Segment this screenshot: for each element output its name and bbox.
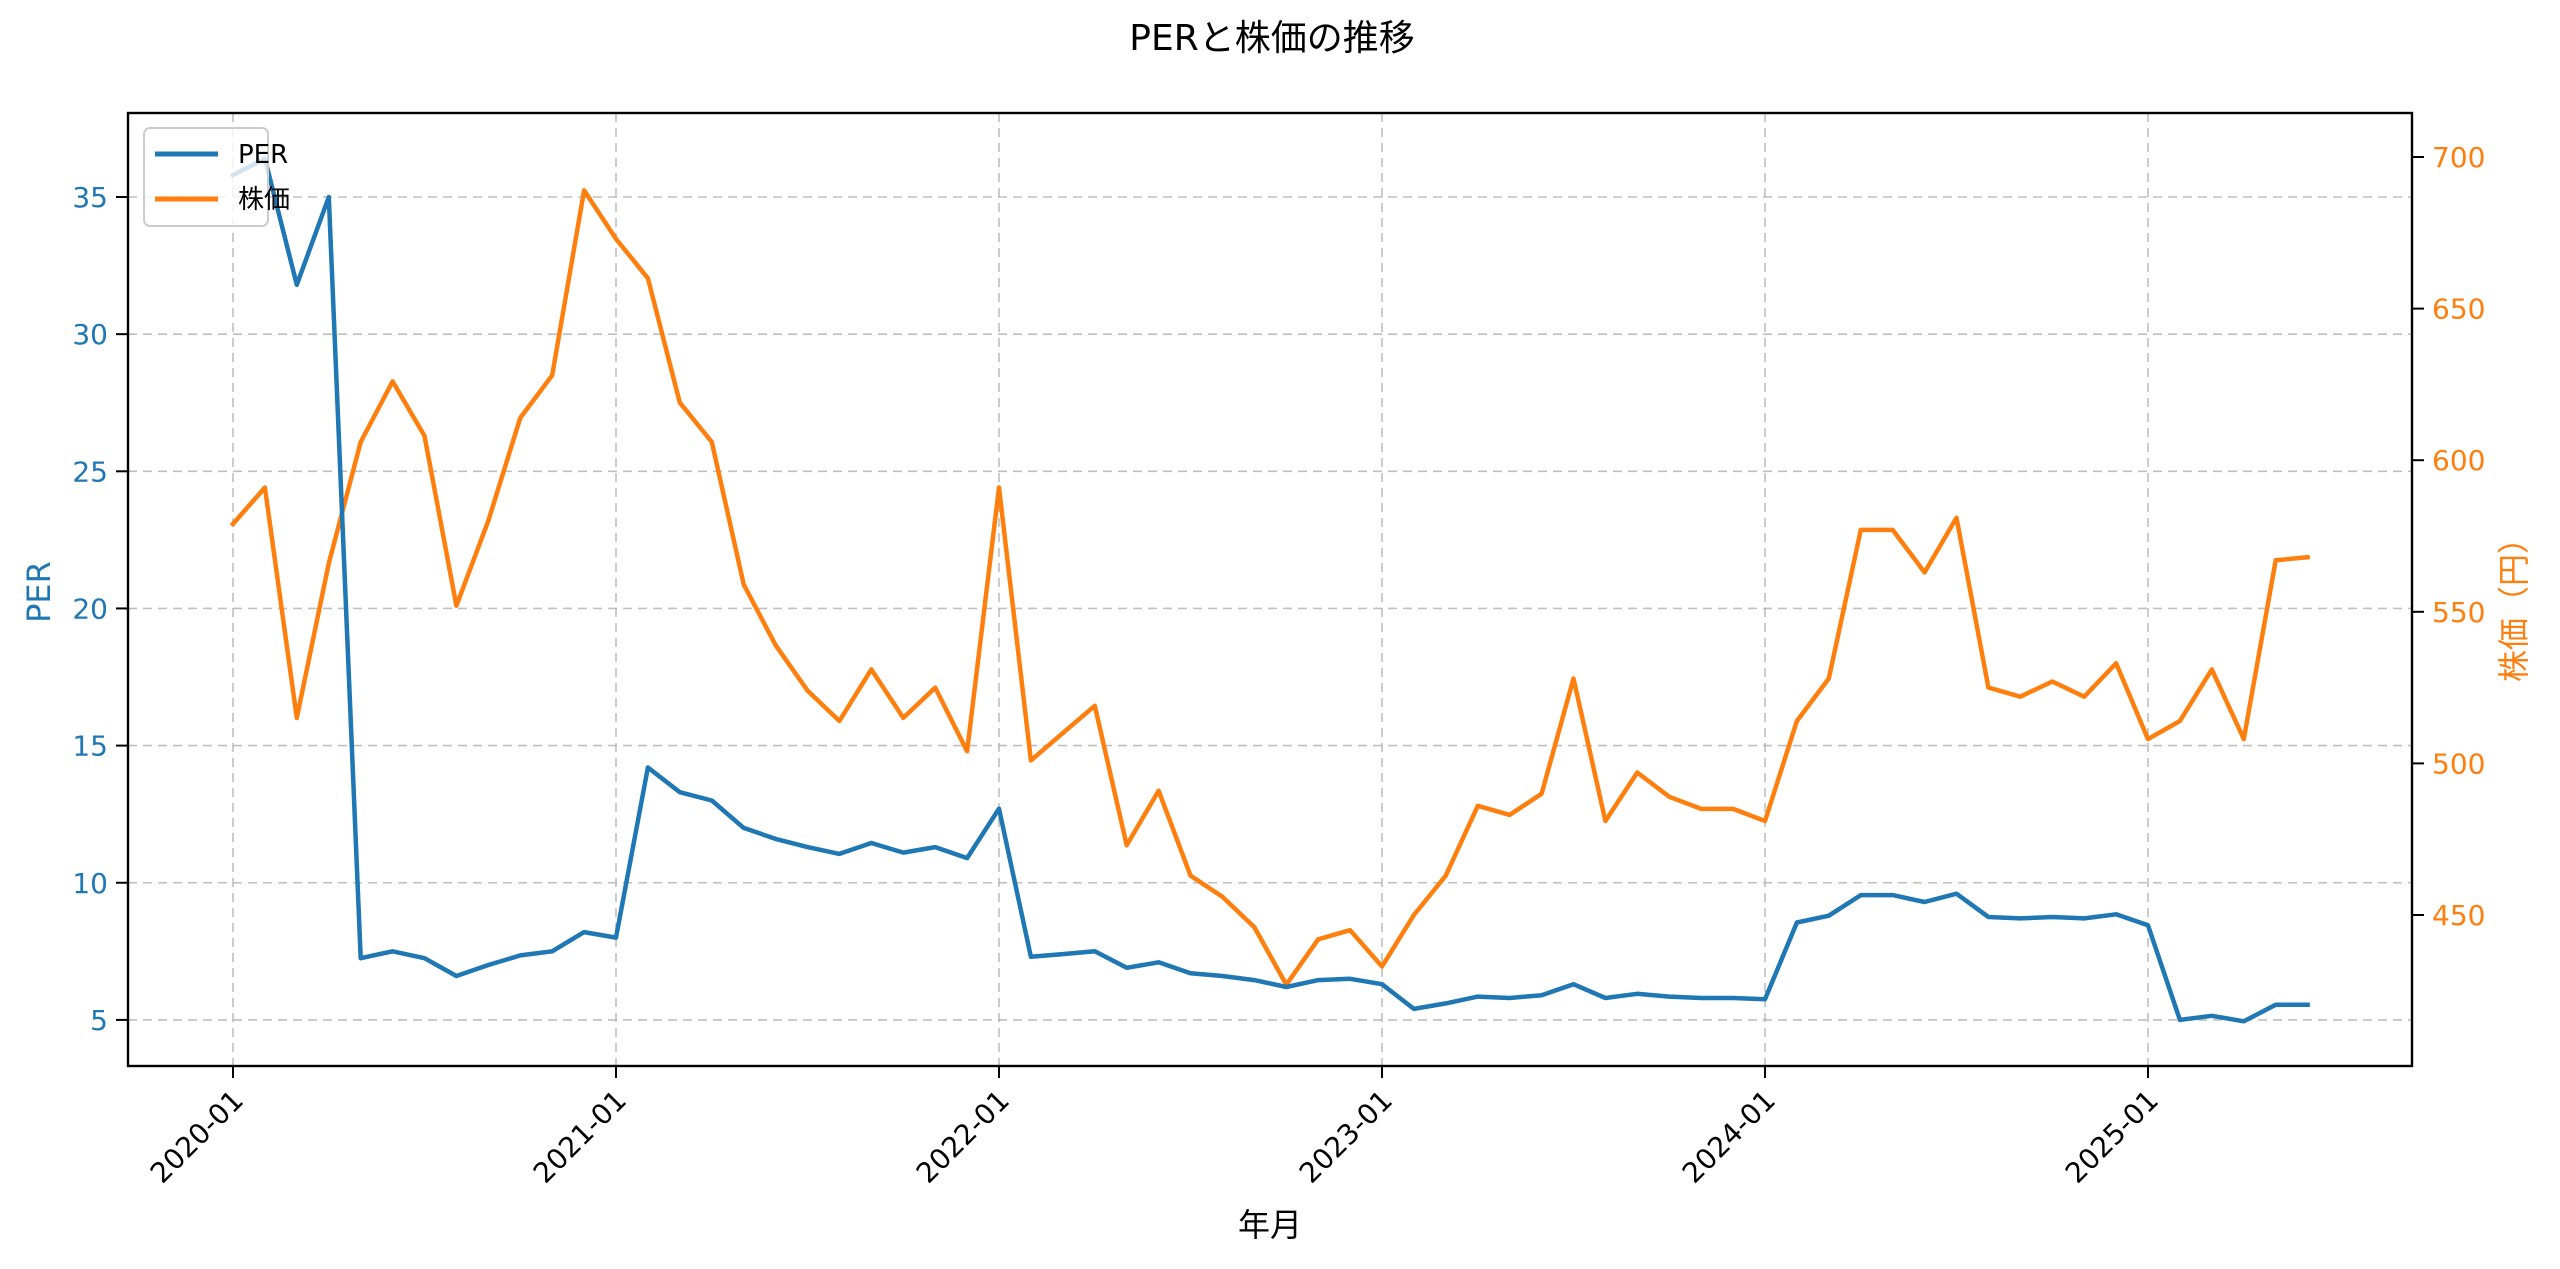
tick-label-left: 35	[72, 181, 108, 214]
price-line	[229, 188, 2311, 987]
grid-lines	[128, 113, 2412, 1066]
legend-label-price: 株価	[238, 185, 290, 215]
tick-label-x: 2021-01	[527, 1084, 633, 1190]
tick-label-x: 2022-01	[910, 1084, 1016, 1190]
tick-label-right: 600	[2432, 444, 2485, 477]
tick-label-left: 25	[72, 455, 108, 488]
chart-title: PERと株価の推移	[1129, 18, 1414, 59]
tick-label-right: 450	[2432, 899, 2485, 932]
tick-label-left: 5	[90, 1004, 108, 1037]
tick-label-x: 2025-01	[2059, 1084, 2165, 1190]
tick-label-left: 30	[72, 318, 108, 351]
plot-frame	[126, 111, 2414, 1068]
tick-label-right: 500	[2432, 747, 2485, 780]
tick-label-left: 15	[72, 730, 108, 763]
left-axis-ticks: 5 10 15 20 25 30 35	[72, 181, 128, 1037]
legend: PER 株価	[143, 127, 290, 227]
right-axis-ticks: 450 500 550 600 650 700	[2412, 141, 2485, 932]
tick-label-x: 2024-01	[1676, 1084, 1782, 1190]
y-axis-label-right: 株価（円）	[2495, 522, 2533, 682]
legend-label-per: PER	[238, 140, 288, 170]
tick-label-x: 2020-01	[144, 1084, 250, 1190]
tick-label-right: 650	[2432, 293, 2485, 326]
tick-label-x: 2023-01	[1293, 1084, 1399, 1190]
per-line	[229, 156, 2310, 1024]
tick-label-left: 10	[72, 867, 108, 900]
series-lines	[229, 156, 2311, 1024]
y-axis-label-left: PER	[20, 561, 58, 623]
tick-label-right: 550	[2432, 596, 2485, 629]
x-axis-ticks: 2020-01 2021-01 2022-01 2023-01 2024-01 2025-…	[144, 1066, 2165, 1190]
tick-label-right: 700	[2432, 141, 2485, 174]
tick-label-left: 20	[72, 592, 108, 625]
x-axis-label: 年月	[1238, 1206, 1302, 1244]
